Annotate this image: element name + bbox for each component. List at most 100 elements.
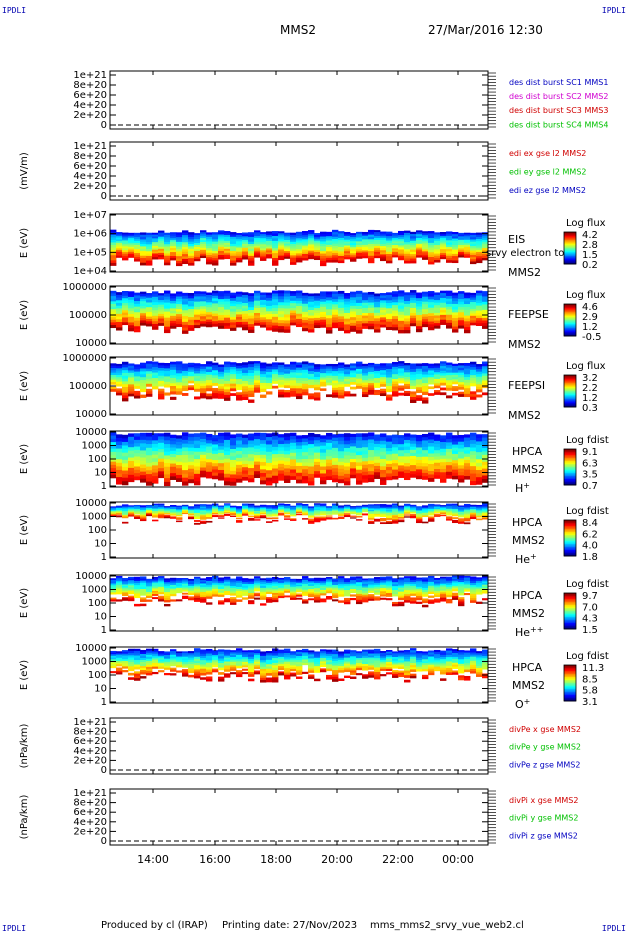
spectrogram-cell	[392, 388, 399, 392]
spectrogram-cell	[470, 306, 477, 310]
spectrogram-cell	[188, 243, 195, 247]
spectrogram-cell	[386, 253, 393, 257]
spectrogram-cell	[302, 512, 309, 515]
spectrogram-cell	[482, 373, 489, 377]
spectrogram-cell	[110, 581, 117, 584]
spectrogram-cell	[230, 514, 237, 516]
spectrogram-cell	[260, 252, 267, 255]
spectrogram-cell	[434, 367, 441, 371]
spectrogram-cell	[230, 371, 237, 375]
spectrogram-cell	[314, 382, 321, 386]
spectrogram-cell	[458, 251, 465, 255]
spectrogram-cell	[212, 241, 219, 245]
spectrogram-cell	[464, 298, 471, 302]
spectrogram-cell	[182, 244, 189, 248]
spectrogram-cell	[152, 302, 159, 306]
spectrogram-cell	[350, 393, 357, 397]
spectrogram-cell	[452, 505, 459, 507]
spectrogram-cell	[110, 583, 117, 586]
spectrogram-cell	[224, 383, 231, 387]
spectrogram-cell	[434, 381, 441, 384]
spectrogram-cell	[392, 313, 399, 317]
spectrogram-cell	[260, 432, 267, 437]
spectrogram-cell	[248, 370, 255, 374]
spectrogram-cell	[416, 312, 423, 316]
spectrogram-cell	[242, 303, 249, 307]
spectrogram-cell	[110, 303, 117, 307]
colorbar-tick-label: 4.6	[582, 302, 598, 313]
spectrogram-cell	[410, 449, 417, 454]
spectrogram-cell	[410, 234, 417, 237]
spectrogram-cell	[332, 314, 339, 318]
spectrogram-cell	[422, 515, 429, 518]
spectrogram-cell	[212, 447, 219, 452]
spectrogram-cell	[464, 379, 471, 384]
spectrogram-cell	[182, 586, 189, 589]
spectrogram-cell	[284, 252, 291, 256]
spectrogram-cell	[332, 444, 339, 449]
spectrogram-cell	[134, 242, 141, 246]
spectrogram-cell	[278, 382, 285, 386]
spectrogram-cell	[182, 579, 189, 582]
spectrogram-cell	[386, 371, 393, 376]
spectrogram-cell	[350, 440, 357, 444]
spectrogram-cell	[482, 323, 489, 327]
spectrogram-cell	[422, 231, 429, 234]
spectrogram-cell	[380, 246, 387, 249]
spectrogram-cell	[350, 308, 357, 312]
spectrogram-cell	[122, 509, 129, 512]
spectrogram-cell	[452, 232, 459, 235]
spectrogram-cell	[194, 370, 201, 374]
spectrogram-cell	[398, 370, 405, 374]
spectrogram-cell	[194, 459, 201, 464]
spectrogram-cell	[476, 513, 483, 515]
spectrogram-cell	[464, 447, 471, 451]
colorbar-frame	[563, 303, 577, 337]
spectrogram-cell	[344, 369, 351, 373]
spectrogram-cell	[140, 586, 147, 590]
colorbar-step	[564, 384, 576, 387]
spectrogram-cell	[398, 378, 405, 381]
spectrogram-cell	[404, 508, 411, 510]
spectrogram-cell	[368, 253, 375, 257]
spectrogram-cell	[482, 458, 489, 463]
spectrogram-cell	[296, 505, 303, 508]
spectrogram-cell	[188, 374, 195, 377]
spectrogram-cell	[464, 509, 471, 512]
colorbar-title: Log flux	[566, 290, 606, 301]
spectrogram-cell	[422, 237, 429, 240]
spectrogram-cell	[320, 463, 327, 467]
spectrogram-cell	[176, 391, 183, 395]
spectrogram-cell	[422, 245, 429, 248]
spectrogram-cell	[230, 298, 237, 302]
spectrogram-cell	[248, 594, 255, 597]
spectrogram-cell	[314, 252, 321, 255]
spectrogram-cell	[236, 468, 243, 473]
spectrogram-cell	[320, 291, 327, 295]
spectrogram-cell	[320, 314, 327, 318]
spectrogram-cell	[452, 306, 459, 310]
spectrogram-cell	[224, 510, 231, 512]
spectrogram-cell	[374, 389, 381, 393]
spectrogram-cell	[236, 457, 243, 462]
spectrogram-cell	[248, 232, 255, 235]
spectrogram-cell	[194, 309, 201, 313]
spectrogram-cell	[344, 510, 351, 512]
spectrogram-cell	[290, 300, 297, 304]
spectrogram-cell	[266, 477, 273, 482]
spectrogram-cell	[374, 368, 381, 372]
spectrogram-cell	[152, 242, 159, 245]
spectrogram-cell	[356, 235, 363, 238]
spectrogram-cell	[236, 586, 243, 590]
spectrogram-cell	[332, 380, 339, 384]
spectrogram-cell	[398, 471, 405, 475]
spectrogram-cell	[242, 508, 249, 510]
spectrogram-cell	[248, 433, 255, 438]
spectrogram-cell	[122, 258, 129, 261]
spectrogram-cell	[416, 450, 423, 455]
spectrogram-cell	[356, 302, 363, 307]
spectrogram-cell	[446, 244, 453, 248]
spectrogram-cell	[134, 469, 141, 474]
spectrogram-cell	[158, 442, 165, 447]
spectrogram-cell	[308, 240, 315, 243]
